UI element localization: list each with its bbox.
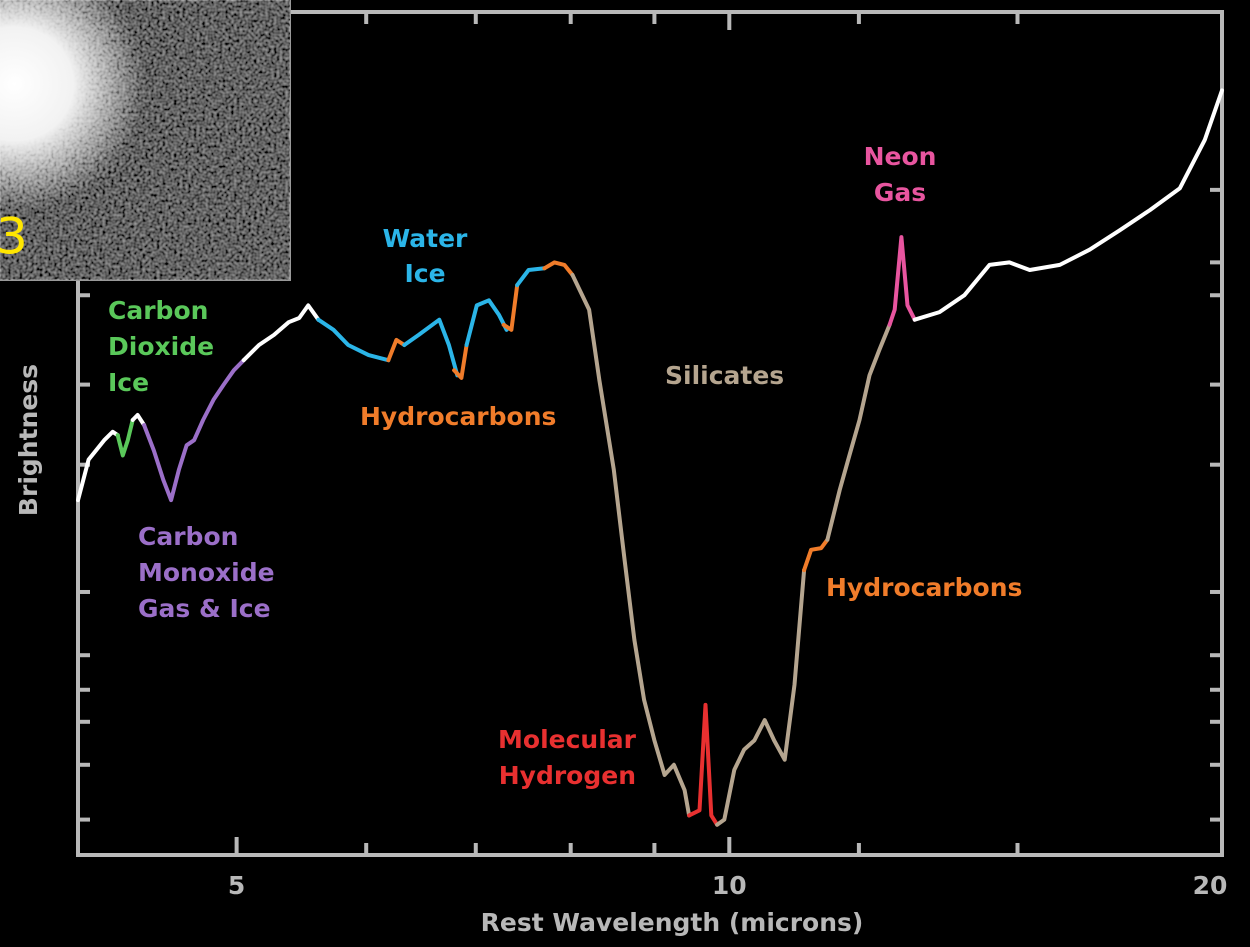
spectrum-segment (130, 413, 147, 428)
inset-image: 3 (0, 0, 291, 281)
spectrum-segment (887, 235, 917, 327)
spectrum-segment (802, 537, 830, 573)
annotation: Hydrocarbons (360, 402, 556, 431)
annotation: Gas (874, 178, 926, 207)
spectrum-segment (912, 88, 1224, 322)
spectrum-segment (386, 337, 407, 363)
spectrum-segment (464, 298, 509, 347)
annotation: Monoxide (138, 558, 275, 587)
inset-label: 3 (0, 208, 28, 266)
spectrum-segment (241, 303, 321, 363)
annotation: Hydrocarbons (826, 573, 1022, 602)
spectrum-segment (316, 317, 391, 363)
annotation: Dioxide (108, 332, 214, 361)
annotation: Gas & Ice (138, 594, 271, 623)
spectrum-segment (452, 343, 469, 380)
annotation: Neon (864, 142, 937, 171)
spectrum-segment (501, 283, 520, 332)
spectrum-segment (542, 260, 575, 277)
annotation: Water (383, 224, 468, 253)
spectrum-segment (515, 266, 547, 288)
spectrum-segment (142, 358, 246, 503)
x-axis-label: Rest Wavelength (microns) (481, 908, 864, 937)
inset-glow (0, 0, 290, 280)
spectrum-segment (570, 273, 692, 818)
y-axis-label: Brightness (14, 364, 43, 516)
annotation: Hydrogen (499, 761, 636, 790)
spectrum-segment (825, 322, 892, 542)
x-tick-label: 5 (228, 871, 245, 900)
annotation: Carbon (138, 522, 238, 551)
spectrum-segment (76, 429, 120, 503)
x-tick-label: 20 (1193, 871, 1228, 900)
annotation: Carbon (108, 296, 208, 325)
annotation: Ice (404, 259, 445, 288)
x-tick-label: 10 (712, 871, 747, 900)
plot-frame (76, 10, 1224, 857)
annotation: Ice (108, 368, 149, 397)
spectrum-segment (402, 317, 460, 378)
annotation: Molecular (498, 725, 637, 754)
spectrum-segment (687, 702, 720, 827)
spectrum-segment (715, 568, 807, 827)
spectrum-segment (115, 418, 135, 458)
annotation: Silicates (665, 361, 784, 390)
